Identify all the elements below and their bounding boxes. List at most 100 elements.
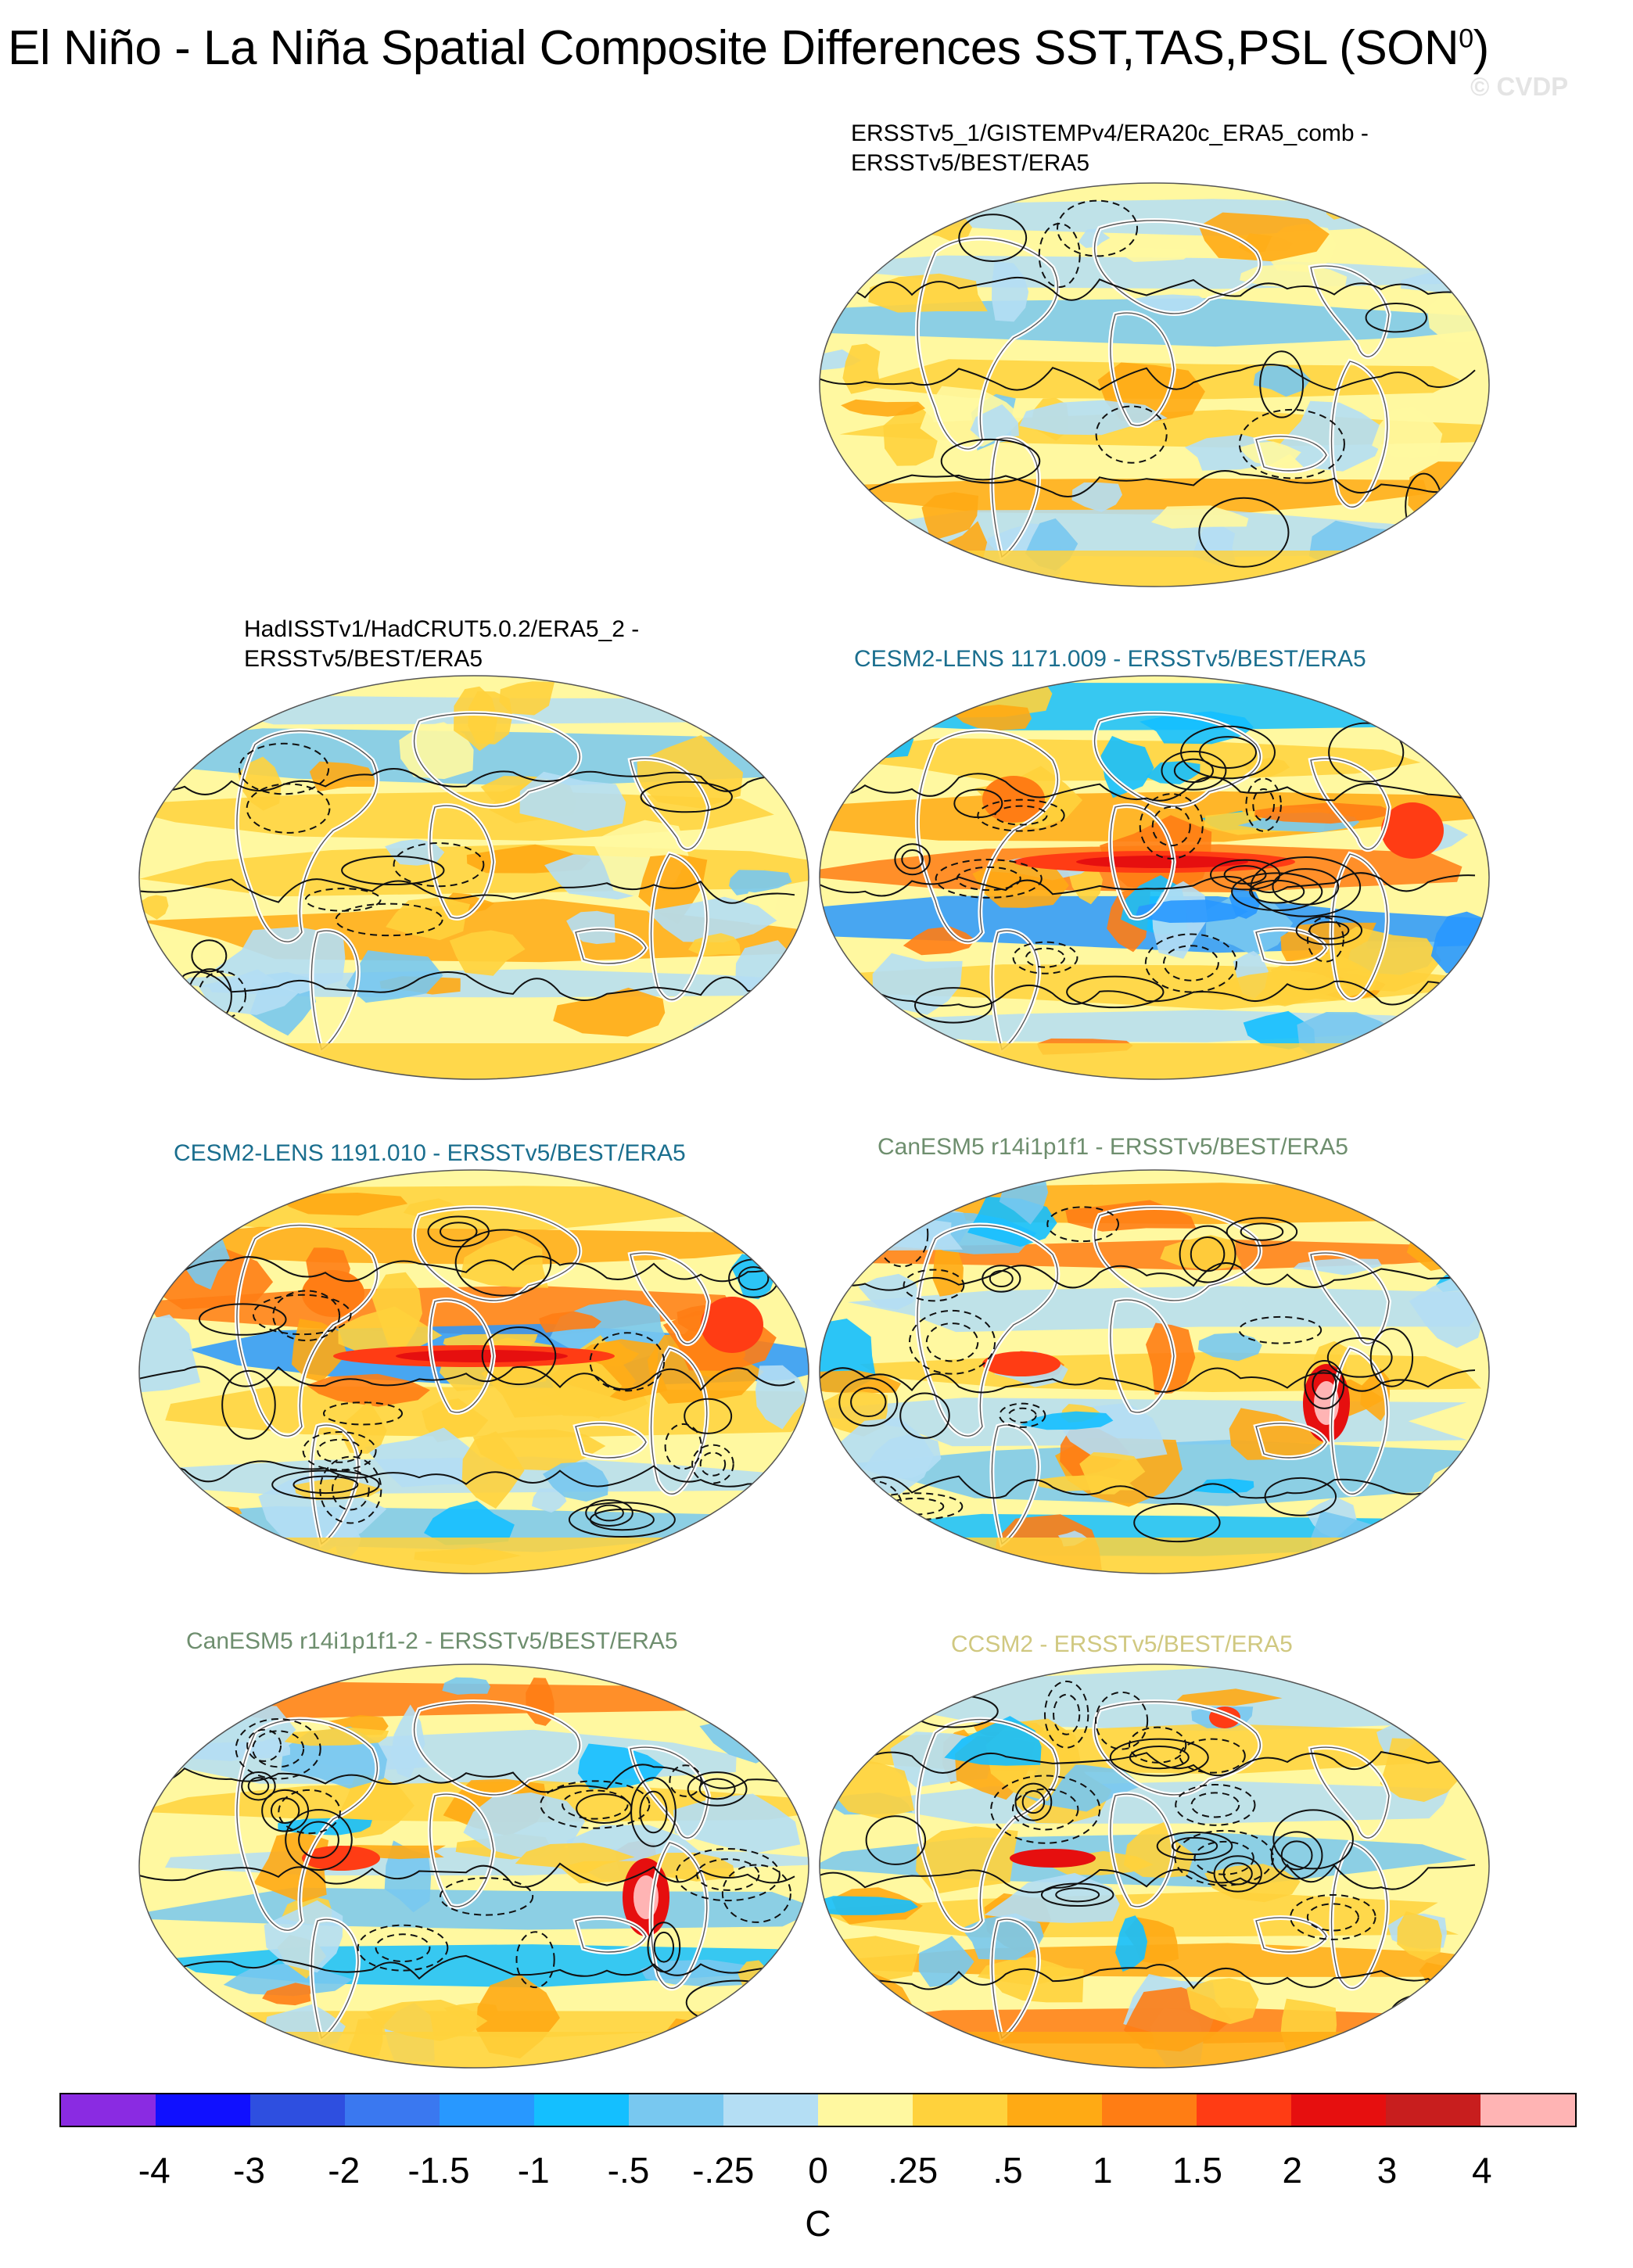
anomaly-patch [280,1193,408,1216]
contour-positive [1226,1217,1298,1247]
anomaly-patch [1175,1688,1283,1706]
anomaly-patch [755,1365,808,1430]
continent-outline [1255,928,1327,964]
colorbar-tick-label: 4 [1471,2150,1492,2191]
contour-positive [684,1398,733,1434]
contour-positive [899,1392,950,1439]
colorbar-cell [1007,2094,1102,2126]
anomaly-patch [399,722,474,780]
contour-negative [675,1847,781,1902]
contour-positive [191,939,228,973]
anomaly-patch [306,1373,430,1407]
contour-line [820,1367,1476,1394]
contour-negative [357,1924,449,1972]
colorbar-tick-label: 3 [1376,2150,1398,2191]
continent-outline [1093,1701,1261,1796]
anomaly-patch [915,1826,1018,1894]
anomaly-patch [141,895,169,920]
anomaly-patch [842,343,881,394]
anomaly-patch [820,1896,919,1915]
anomaly-patch [984,1872,1120,1923]
contour-positive [247,1777,270,1796]
contour-negative [1252,788,1276,822]
contour-positive [1328,722,1405,783]
continent-outline [991,437,1039,558]
contour-line [820,980,1476,1008]
colorbar-tick-label: -4 [138,2150,170,2191]
contour-negative [1007,1407,1037,1423]
contour-negative [699,1452,727,1477]
anomaly-patch [823,1018,865,1054]
continent-outline [1310,758,1390,850]
continent-outline [429,1793,494,1907]
antarctica-band [820,1043,1489,1079]
continent-outline [650,853,708,1001]
continent-outline [917,730,1058,942]
continent-outline [1310,1746,1390,1839]
contour-positive [1326,1337,1393,1378]
continent-outline [310,1424,359,1545]
continent-outline [575,1423,647,1459]
colorbar-cell [913,2094,1007,2126]
colorbar-tick-label: -1.5 [407,2150,470,2191]
contour-positive [589,1509,655,1531]
continent-outline [991,1424,1039,1545]
anomaly-patch [915,676,960,717]
anomaly-patch [972,859,1069,908]
colorbar-cell [723,2094,818,2126]
contour-positive [1161,750,1227,791]
contour-positive [1249,879,1305,904]
contour-line [820,1261,1476,1291]
anomaly-patch [1408,461,1489,530]
panel-title-5: CanESM5 r14i1p1f1 - ERSSTv5/BEST/ERA5 [878,1134,1348,1160]
anomaly-patch [1402,1209,1445,1235]
colorbar-cell [1102,2094,1197,2126]
contour-line [820,276,1476,301]
anomaly-patch [454,686,498,752]
contour-negative [322,1401,404,1426]
contour-line [820,1472,1476,1499]
anomaly-patch [461,1431,525,1509]
contour-positive [958,214,1028,262]
watermark: © CVDP [1470,72,1569,101]
colorbar-cell [534,2094,629,2126]
contour-positive [653,1931,675,1963]
continent-outline [310,930,359,1051]
contour-negative [1245,777,1282,832]
anomaly-patch [1372,407,1443,458]
anomaly-patch [1404,215,1489,251]
colorbar-tick-label: -.5 [607,2150,650,2191]
continent-outline [1093,1207,1261,1301]
anomaly-patch [1071,482,1122,512]
contour-positive [594,1504,624,1522]
contour-line [139,1460,795,1487]
contour-positive [850,1387,887,1418]
robinson-map-4 [138,1169,809,1574]
map-border [819,182,1490,587]
anomaly-patch [262,1983,314,2006]
contour-positive [241,1771,276,1801]
continent-outline [1330,1842,1388,1990]
contour-negative [1038,222,1081,289]
contour-negative [235,1717,321,1780]
map-panel-2 [138,674,810,1081]
contour-positive [953,788,1003,819]
contour-negative [1011,1788,1079,1831]
anomaly-patch [637,734,744,809]
anomaly-patch [539,1311,601,1333]
anomaly-patch [1207,970,1348,1007]
map-field [820,183,1489,587]
anomaly-patch [1239,441,1301,467]
anomaly-patch [449,930,526,976]
colorbar-tick-label: -.25 [692,2150,755,2191]
contour-positive [427,1215,490,1248]
colorbar-cell [629,2094,723,2126]
contour-negative [1044,1680,1089,1749]
anomaly-patch [992,261,1029,322]
robinson-map-2 [138,675,809,1080]
contour-positive [1280,1840,1313,1871]
contour-line [139,1954,795,1980]
contour-positive [865,1815,927,1865]
robinson-map-1 [819,182,1490,587]
anomaly-patch [1020,1411,1114,1430]
